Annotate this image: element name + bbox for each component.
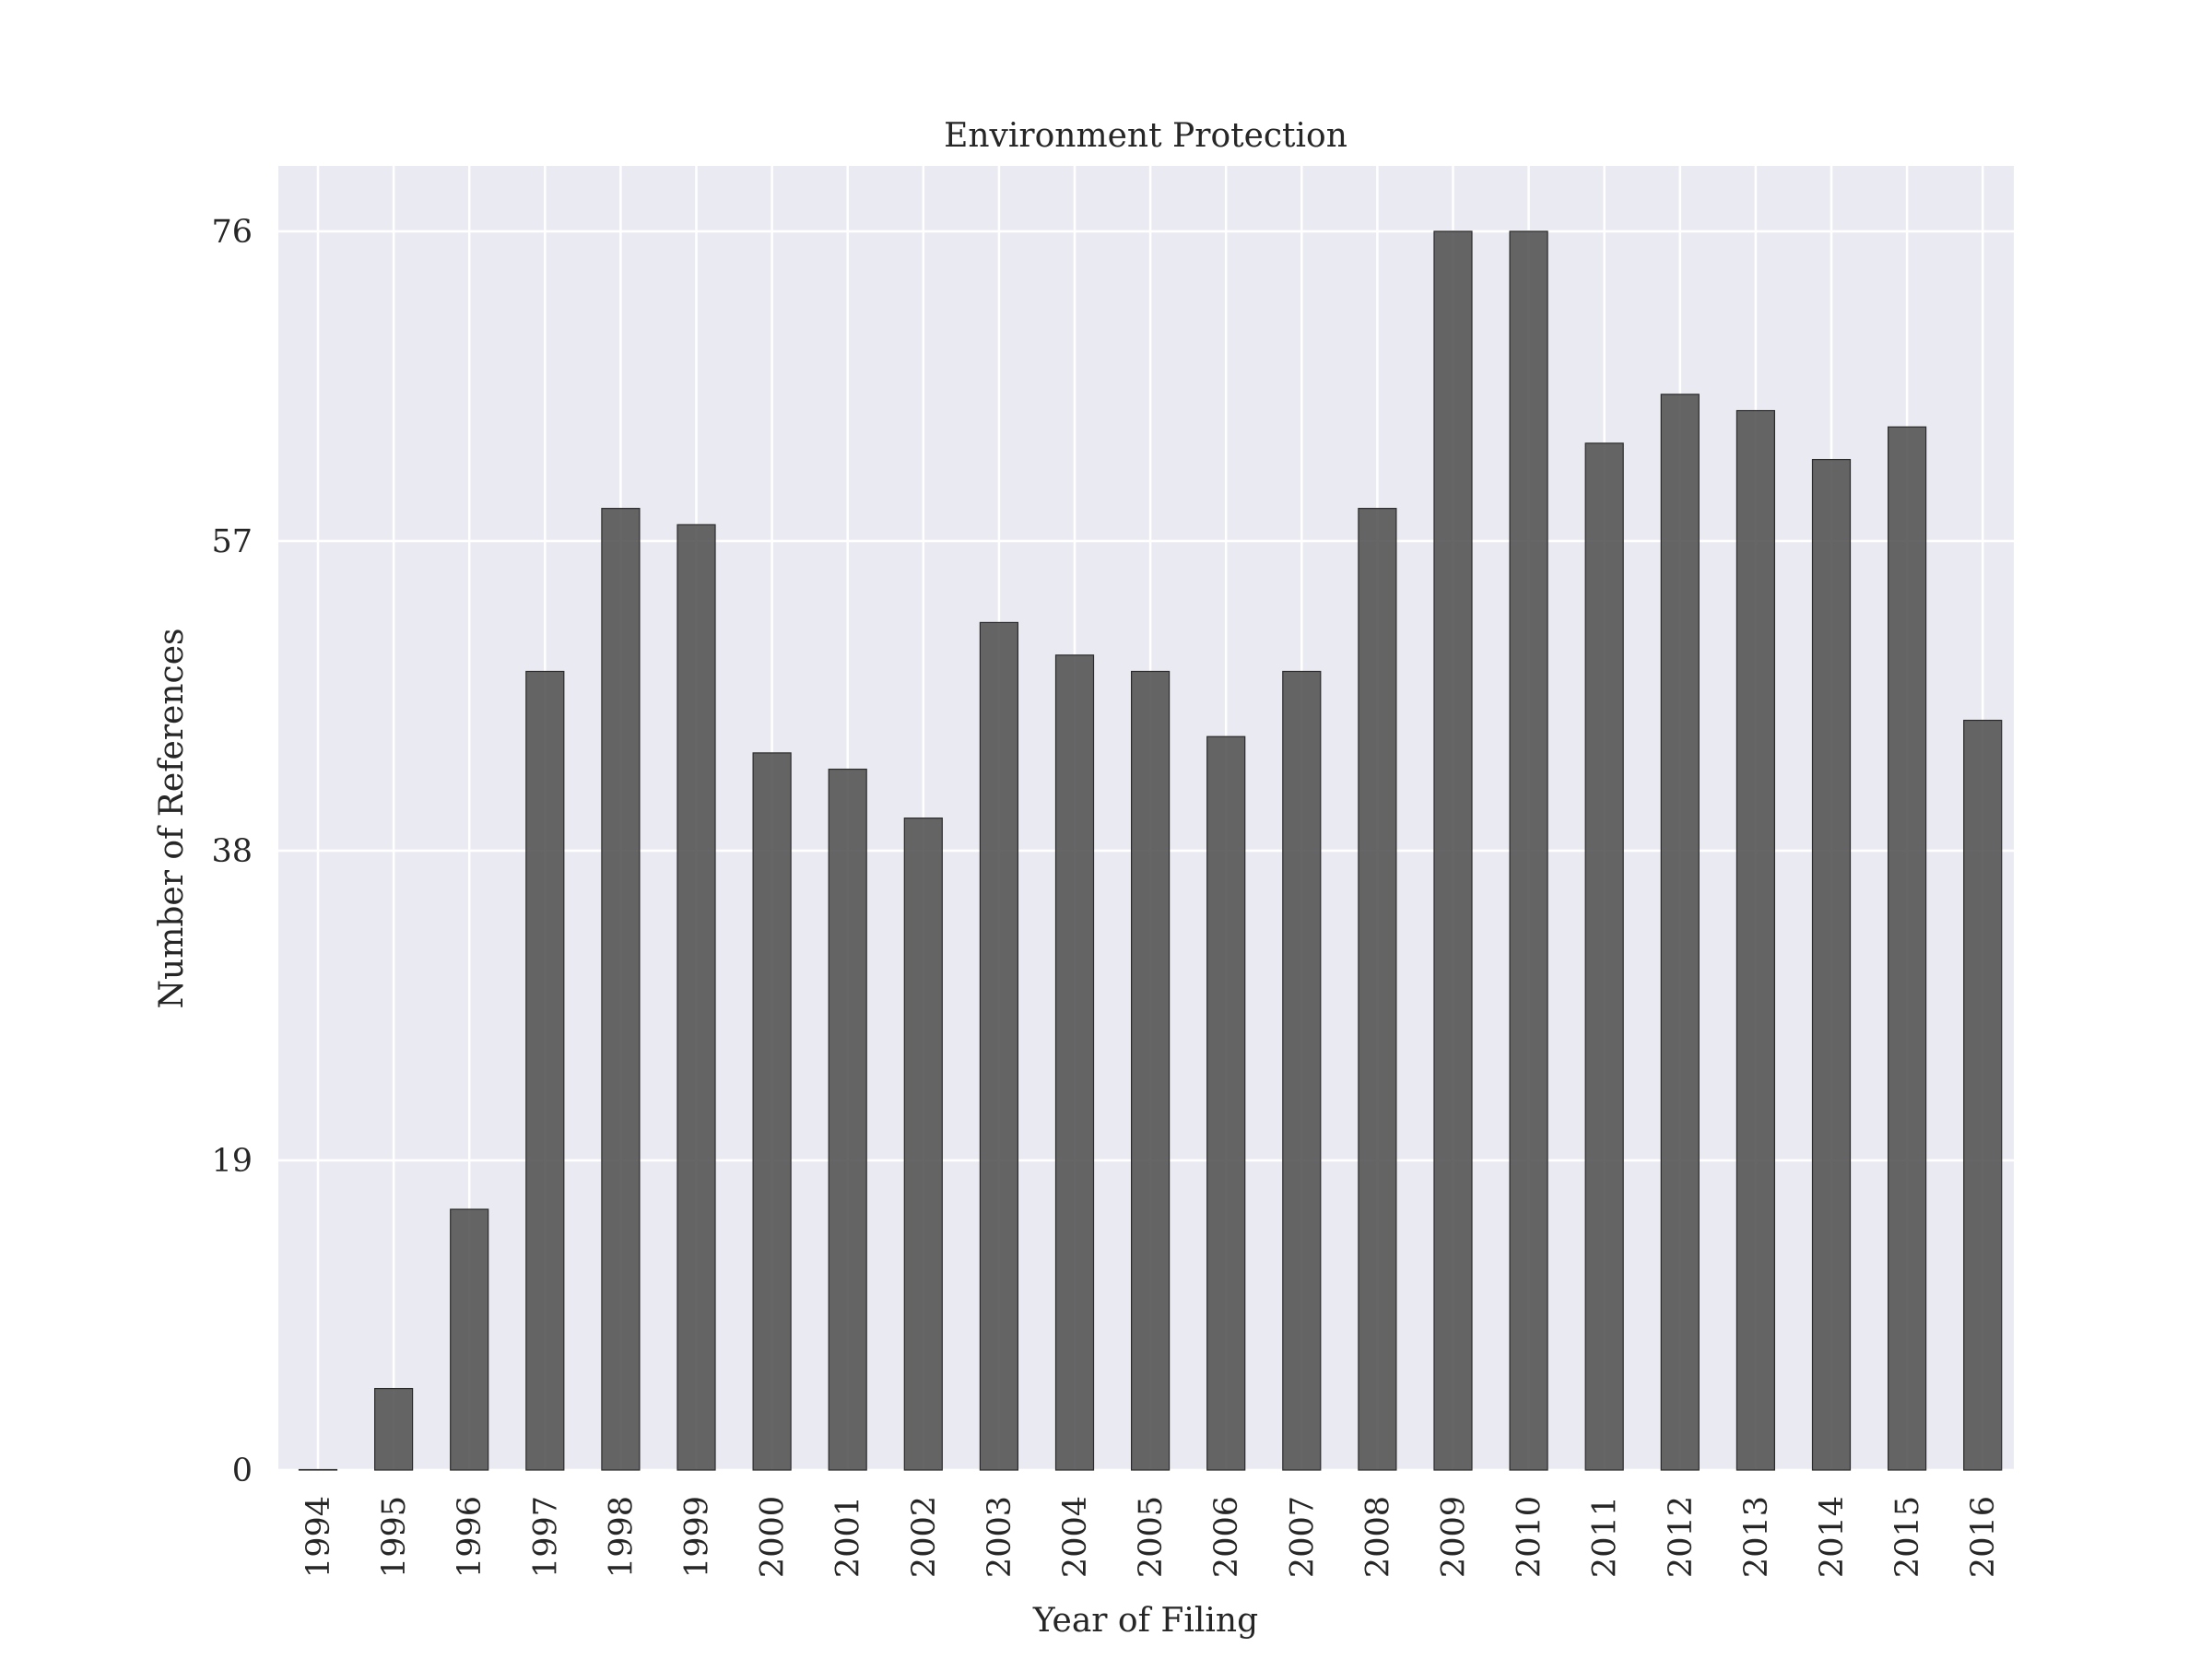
y-tick-labels: 0 19 38 57 76 [211, 214, 253, 1489]
bar-1996 [450, 1208, 489, 1471]
x-tick-label: 2011 [1587, 1496, 1624, 1578]
y-tick-label: 0 [232, 1453, 253, 1489]
x-tick-label: 1994 [300, 1496, 337, 1578]
bar-1999 [677, 524, 716, 1471]
bar-2016 [1963, 719, 2003, 1471]
x-tick-label: 1995 [376, 1496, 413, 1578]
bar-2005 [1130, 670, 1171, 1471]
bar-2001 [828, 768, 867, 1471]
x-tick-label: 2007 [1284, 1496, 1321, 1578]
x-tick-label: 2000 [755, 1496, 792, 1578]
y-tick-label: 38 [211, 833, 253, 870]
x-tick-label: 2010 [1512, 1496, 1548, 1578]
bar-2013 [1735, 409, 1776, 1471]
x-axis-label: Year of Filing [1032, 1602, 1258, 1640]
bars [298, 230, 2003, 1471]
y-tick-label: 76 [211, 214, 253, 251]
x-tick-label: 2003 [982, 1496, 1018, 1578]
bar-2011 [1584, 442, 1624, 1471]
chart-title: Environment Protection [944, 117, 1347, 155]
bar-2004 [1054, 654, 1095, 1471]
x-tick-label: 2006 [1208, 1496, 1245, 1578]
y-tick-label: 57 [211, 524, 253, 560]
x-tick-label: 2005 [1133, 1496, 1170, 1578]
bar-2015 [1888, 426, 1927, 1471]
x-tick-label: 2012 [1663, 1496, 1700, 1578]
x-tick-label: 2015 [1889, 1496, 1926, 1578]
bar-1994 [298, 1468, 338, 1471]
bar-2010 [1509, 230, 1548, 1471]
x-tick-label: 2013 [1738, 1496, 1775, 1578]
bar-2006 [1206, 735, 1246, 1471]
y-tick-label: 19 [211, 1143, 253, 1180]
y-axis-label: Number of References [153, 629, 191, 1009]
bar-2003 [979, 621, 1019, 1471]
x-tick-label: 2002 [906, 1496, 943, 1578]
x-tick-label: 1996 [452, 1496, 488, 1578]
bar-2002 [903, 818, 943, 1471]
bar-2009 [1433, 230, 1473, 1471]
bar-2008 [1358, 508, 1397, 1471]
bar-2012 [1660, 394, 1700, 1471]
x-tick-label: 2016 [1965, 1496, 2002, 1578]
x-tick-labels: 1994 1995 1996 1997 1998 1999 2000 2001 2002 2003… [300, 1496, 2002, 1578]
x-tick-label: 2009 [1436, 1496, 1473, 1578]
x-tick-label: 1999 [679, 1496, 716, 1578]
x-tick-label: 2004 [1057, 1496, 1094, 1578]
x-tick-label: 1997 [527, 1496, 564, 1578]
x-tick-label: 2014 [1814, 1496, 1851, 1578]
bar-2014 [1811, 458, 1852, 1471]
bar-1997 [525, 670, 565, 1471]
bar-1998 [601, 508, 641, 1471]
x-tick-label: 2001 [830, 1496, 867, 1578]
x-tick-label: 1998 [603, 1496, 640, 1578]
bar-1995 [374, 1387, 414, 1471]
bar-2007 [1282, 670, 1322, 1471]
x-tick-label: 2008 [1359, 1496, 1396, 1578]
bar-2000 [752, 752, 792, 1471]
